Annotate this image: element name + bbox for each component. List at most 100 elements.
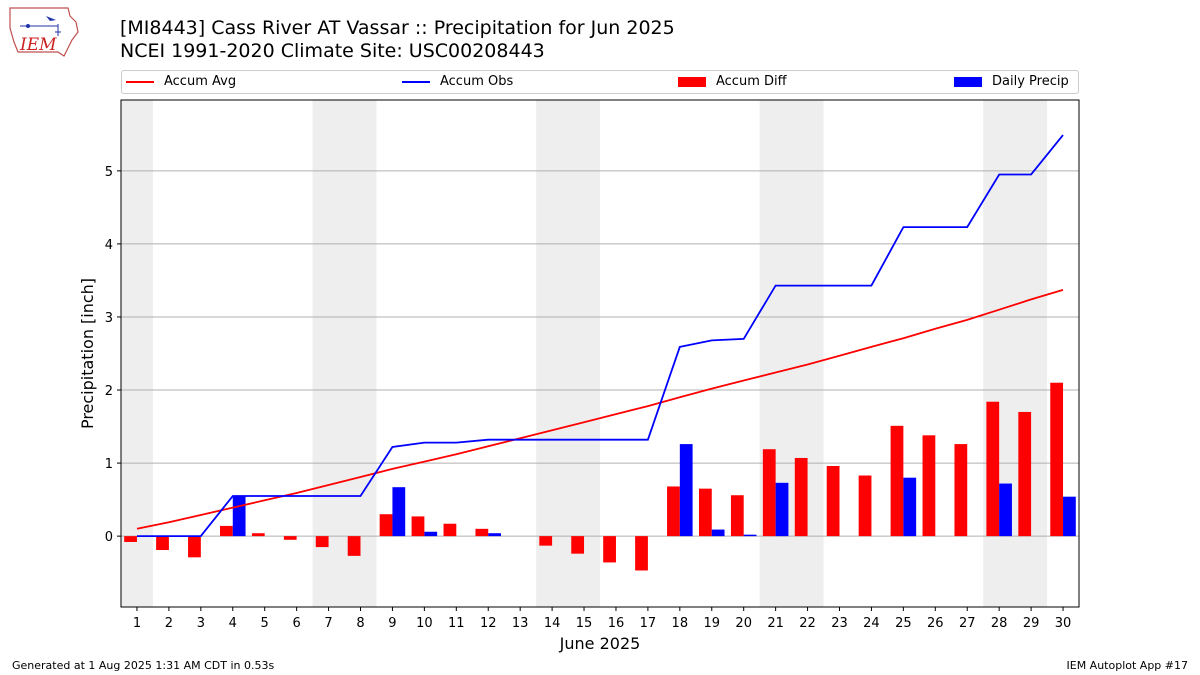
x-tick-label: 4 [229,616,237,631]
bar-accum-diff [603,536,616,563]
weekend-shade [312,100,377,607]
bar-accum-diff [762,449,776,537]
x-tick-label: 25 [895,616,912,631]
x-tick-label: 12 [480,616,497,631]
y-tick-label: 1 [105,457,113,472]
legend-swatch-accum-diff [678,76,706,87]
x-tick-label: 1 [133,616,141,631]
legend-label-accum-avg: Accum Avg [164,74,237,89]
x-tick-label: 26 [927,616,944,631]
weekend-shade [536,100,600,607]
x-tick-label: 3 [197,616,205,631]
y-axis-label: Precipitation [inch] [78,278,97,429]
bar-accum-diff [251,533,265,537]
x-tick-label: 11 [448,616,465,631]
bar-daily-precip [488,533,502,537]
bar-accum-diff [283,536,297,540]
bar-daily-precip [903,477,917,537]
legend-swatch-accum-avg [126,80,154,83]
x-tick-label: 17 [640,616,657,631]
bar-accum-diff [156,536,169,551]
x-tick-label: 18 [672,616,689,631]
bar-accum-diff [539,536,553,546]
weekend-shade [983,100,1048,607]
bar-accum-diff [443,523,457,537]
weekend-shade [759,100,824,607]
x-tick-label: 2 [165,616,173,631]
legend-label-daily-precip: Daily Precip [992,74,1069,89]
bar-daily-precip [711,529,725,537]
x-tick-label: 13 [512,616,529,631]
bar-accum-diff [188,536,201,558]
x-tick-label: 10 [416,616,433,631]
bar-accum-diff [667,486,680,537]
bar-accum-diff [1050,382,1064,537]
bar-accum-diff [571,536,585,554]
bar-accum-diff [890,425,904,537]
legend-swatch-accum-obs [402,80,430,83]
bar-accum-diff [698,488,712,537]
bar-accum-diff [986,401,1000,537]
bar-daily-precip [775,482,789,537]
x-tick-label: 9 [388,616,396,631]
x-tick-label: 29 [1023,616,1040,631]
bar-daily-precip [232,495,246,537]
bar-accum-diff [124,536,137,542]
bar-accum-diff [1018,411,1032,537]
legend-item-accum-avg: Accum Avg [126,74,236,89]
bar-accum-diff [347,536,361,556]
legend-item-accum-diff: Accum Diff [678,74,787,89]
x-tick-label: 21 [767,616,784,631]
x-axis-label: June 2025 [559,634,641,653]
bar-accum-diff [954,444,968,537]
x-tick-label: 28 [991,616,1008,631]
footer-app: IEM Autoplot App #17 [1066,659,1189,672]
chart-title: [MI8443] Cass River AT Vassar :: Precipi… [120,17,675,39]
x-tick-label: 24 [863,616,880,631]
legend-label-accum-diff: Accum Diff [716,74,787,89]
bar-daily-precip [424,531,438,537]
bar-accum-diff [219,525,233,537]
x-tick-label: 23 [831,616,848,631]
chart-legend: Accum Avg Accum Obs Accum Diff Daily Pre… [121,70,1079,94]
bar-accum-diff [826,466,840,537]
bar-accum-diff [858,475,872,537]
x-tick-label: 6 [292,616,300,631]
bar-daily-precip [999,483,1012,537]
bar-accum-diff [730,495,744,537]
legend-swatch-daily-precip [954,76,982,87]
x-tick-label: 16 [608,616,625,631]
chart-subtitle: NCEI 1991-2020 Climate Site: USC00208443 [120,40,545,62]
plot-frame [120,99,1080,608]
y-tick-label: 4 [105,238,113,253]
y-tick-label: 5 [105,165,113,180]
bar-accum-diff [379,514,393,537]
bar-daily-precip [1063,496,1076,537]
y-tick-label: 3 [105,311,113,326]
x-tick-label: 20 [735,616,752,631]
legend-item-accum-obs: Accum Obs [402,74,513,89]
bar-accum-diff [635,536,648,571]
logo-text: IEM [19,35,57,55]
y-tick-label: 2 [105,384,113,399]
x-tick-label: 27 [959,616,976,631]
bar-daily-precip [679,444,693,537]
x-tick-label: 14 [544,616,561,631]
iowa-state-outline [9,7,79,57]
bar-accum-diff [315,536,329,548]
x-tick-label: 7 [324,616,332,631]
legend-label-accum-obs: Accum Obs [440,74,514,89]
x-tick-label: 22 [799,616,816,631]
x-tick-label: 19 [703,616,720,631]
bar-accum-diff [475,528,489,537]
line-accum-avg [136,289,1064,530]
weekend-shade [121,100,153,607]
x-tick-label: 30 [1055,616,1072,631]
bar-accum-diff [922,435,936,537]
x-tick-label: 5 [261,616,269,631]
bar-accum-diff [794,457,808,537]
bar-daily-precip [743,534,757,537]
iem-logo: IEM [9,7,79,57]
x-tick-label: 8 [356,616,364,631]
